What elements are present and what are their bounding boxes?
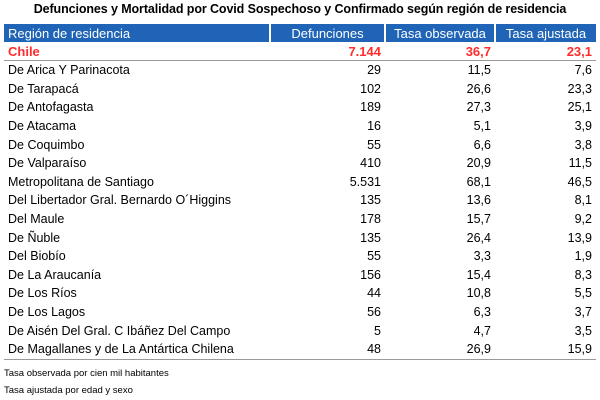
adjusted-rate-value: 5,5 <box>574 286 592 301</box>
region-name: De Ñuble <box>8 230 61 245</box>
adjusted-rate-value: 7,6 <box>574 63 592 78</box>
deaths-value: 48 <box>270 339 385 360</box>
observed-rate-value: 4,7 <box>473 323 491 338</box>
total-adjusted-rate: 23,1 <box>495 42 596 61</box>
table-row: De Los Ríos 44 10,8 5,5 <box>4 284 596 303</box>
observed-rate-value: 6,3 <box>473 305 491 320</box>
total-row: Chile 7.144 36,7 23,1 <box>4 42 596 61</box>
observed-rate-value: 26,6 <box>466 81 491 96</box>
note-observed-rate: Tasa observada por cien mil habitantes <box>4 368 169 379</box>
adjusted-rate-value: 3,8 <box>574 137 592 152</box>
observed-rate-value: 26,9 <box>385 339 495 360</box>
region-name: De Los Lagos <box>8 305 86 320</box>
adjusted-rate-value: 3,7 <box>574 305 592 320</box>
observed-rate-value: 15,7 <box>466 212 491 227</box>
table-row: De Coquimbo 55 6,6 3,8 <box>4 135 596 154</box>
header-deaths: Defunciones <box>270 24 386 42</box>
adjusted-rate-value: 3,5 <box>574 323 592 338</box>
table-header: Región de residencia Defunciones Tasa ob… <box>4 24 596 42</box>
table-row: De Magallanes y de La Antártica Chilena 4… <box>4 339 596 360</box>
observed-rate-value: 5,1 <box>473 119 491 134</box>
region-name: De Atacama <box>8 119 77 134</box>
deaths-value: 55 <box>367 137 381 152</box>
observed-rate-value: 15,4 <box>466 267 491 282</box>
adjusted-rate-value: 15,9 <box>495 339 596 360</box>
deaths-value: 189 <box>360 100 381 115</box>
table-row: De Atacama 16 5,1 3,9 <box>4 117 596 136</box>
deaths-value: 178 <box>360 212 381 227</box>
deaths-value: 135 <box>360 193 381 208</box>
header-region: Región de residencia <box>4 24 271 42</box>
deaths-value: 56 <box>367 305 381 320</box>
header-adjusted-rate: Tasa ajustada <box>495 24 596 42</box>
deaths-value: 5.531 <box>349 174 381 189</box>
total-observed-rate: 36,7 <box>385 42 495 61</box>
adjusted-rate-value: 13,9 <box>567 230 592 245</box>
region-name: De Antofagasta <box>8 100 94 115</box>
region-name: De La Araucanía <box>8 267 102 282</box>
total-region: Chile <box>4 42 270 61</box>
deaths-value: 29 <box>367 63 381 78</box>
observed-rate-value: 68,1 <box>466 174 491 189</box>
deaths-value: 55 <box>367 249 381 264</box>
table-body: Chile 7.144 36,7 23,1 De Arica Y Parinac… <box>4 42 596 360</box>
table-row: Del Libertador Gral. Bernardo O´Higgins 1… <box>4 191 596 210</box>
region-name: De Valparaíso <box>8 156 87 171</box>
observed-rate-value: 20,9 <box>466 156 491 171</box>
mortality-table: Región de residencia Defunciones Tasa ob… <box>4 24 596 360</box>
region-name: Del Libertador Gral. Bernardo O´Higgins <box>8 193 232 208</box>
table-row: De Valparaíso 410 20,9 11,5 <box>4 154 596 173</box>
table-row: De Aisén Del Gral. C Ibáñez Del Campo 5 4,… <box>4 321 596 340</box>
region-name: Metropolitana de Santiago <box>8 174 154 189</box>
region-name: Del Maule <box>8 212 65 227</box>
header-observed-rate: Tasa observada <box>385 24 496 42</box>
region-name: De Magallanes y de La Antártica Chilena <box>4 339 270 360</box>
region-name: De Aisén Del Gral. C Ibáñez Del Campo <box>8 323 231 338</box>
observed-rate-value: 10,8 <box>466 286 491 301</box>
table-row: Del Biobío 55 3,3 1,9 <box>4 247 596 266</box>
region-name: De Coquimbo <box>8 137 85 152</box>
table-row: De La Araucanía 156 15,4 8,3 <box>4 266 596 285</box>
table-row: Del Maule 178 15,7 9,2 <box>4 210 596 229</box>
region-name: De Tarapacá <box>8 81 79 96</box>
deaths-value: 5 <box>374 323 381 338</box>
deaths-value: 135 <box>360 230 381 245</box>
deaths-value: 44 <box>367 286 381 301</box>
adjusted-rate-value: 25,1 <box>567 100 592 115</box>
observed-rate-value: 13,6 <box>466 193 491 208</box>
region-name: Del Biobío <box>8 249 66 264</box>
table-row: De Tarapacá 102 26,6 23,3 <box>4 80 596 99</box>
adjusted-rate-value: 1,9 <box>574 249 592 264</box>
region-name: De Arica Y Parinacota <box>8 63 130 78</box>
deaths-value: 16 <box>367 119 381 134</box>
observed-rate-value: 27,3 <box>466 100 491 115</box>
deaths-value: 102 <box>360 81 381 96</box>
adjusted-rate-value: 3,9 <box>574 119 592 134</box>
table-row: De Arica Y Parinacota 29 11,5 7,6 <box>4 61 596 80</box>
region-name: De Los Ríos <box>8 286 77 301</box>
table-row: De Antofagasta 189 27,3 25,1 <box>4 98 596 117</box>
table-row: De Ñuble 135 26,4 13,9 <box>4 228 596 247</box>
observed-rate-value: 3,3 <box>473 249 491 264</box>
adjusted-rate-value: 23,3 <box>567 81 592 96</box>
observed-rate-value: 11,5 <box>467 63 491 78</box>
adjusted-rate-value: 11,5 <box>568 156 592 171</box>
total-deaths: 7.144 <box>270 42 385 61</box>
deaths-value: 156 <box>360 267 381 282</box>
observed-rate-value: 26,4 <box>466 230 491 245</box>
adjusted-rate-value: 8,1 <box>574 193 592 208</box>
table-row: De Los Lagos 56 6,3 3,7 <box>4 303 596 322</box>
table-title: Defunciones y Mortalidad por Covid Sospe… <box>33 2 567 16</box>
note-adjusted-rate: Tasa ajustada por edad y sexo <box>4 385 133 396</box>
observed-rate-value: 6,6 <box>473 137 491 152</box>
table-row: Metropolitana de Santiago 5.531 68,1 46,5 <box>4 173 596 192</box>
adjusted-rate-value: 8,3 <box>574 267 592 282</box>
adjusted-rate-value: 9,2 <box>574 212 592 227</box>
deaths-value: 410 <box>360 156 381 171</box>
adjusted-rate-value: 46,5 <box>567 174 592 189</box>
header-row: Región de residencia Defunciones Tasa ob… <box>4 24 596 42</box>
